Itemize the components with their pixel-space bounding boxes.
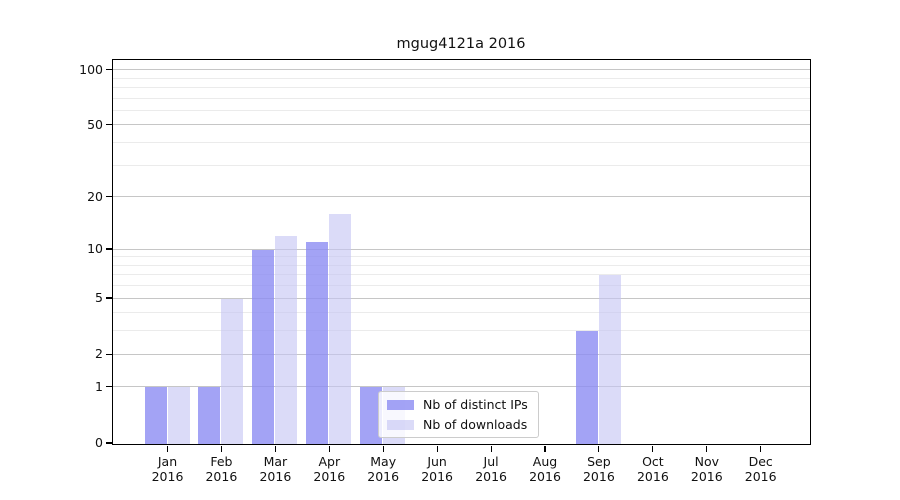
x-axis-tick-label: Oct 2016 (636, 454, 669, 484)
x-axis-tick-mark (436, 445, 438, 452)
y-axis-tick-mark (105, 386, 112, 388)
x-axis-tick-label: May 2016 (367, 454, 400, 484)
x-axis-tick-label: Aug 2016 (529, 454, 561, 484)
gridline-major (112, 386, 810, 388)
y-axis-tick-mark (105, 69, 112, 71)
y-axis-tick-mark (105, 297, 112, 299)
gridline-minor (112, 264, 810, 266)
x-axis-tick-label: Feb 2016 (205, 454, 238, 484)
y-axis-tick-mark (105, 442, 112, 444)
bar-distinct-ips (360, 387, 383, 444)
x-axis-tick-label: Sep 2016 (582, 454, 615, 484)
y-axis-tick-mark (105, 248, 112, 250)
bar-distinct-ips (575, 331, 598, 444)
legend-item: Nb of distinct IPs (387, 397, 528, 412)
legend-swatch-distinct-ips (387, 399, 414, 410)
x-axis-tick-mark (760, 445, 762, 452)
y-axis-tick-label: 50 (87, 116, 103, 132)
gridline-minor (112, 256, 810, 258)
x-axis-tick-mark (706, 445, 708, 452)
bar-distinct-ips (198, 387, 221, 444)
x-axis-tick-mark (382, 445, 384, 452)
gridline-major (112, 297, 810, 299)
gridline-major (112, 248, 810, 250)
bar-distinct-ips (144, 387, 167, 444)
gridline-major (112, 124, 810, 126)
gridline-major (112, 69, 810, 71)
bar-distinct-ips (306, 242, 329, 444)
y-axis-tick-label: 2 (95, 346, 103, 362)
y-axis-tick-label: 1 (95, 378, 103, 394)
x-axis-tick-label: Jun 2016 (421, 454, 453, 484)
y-axis-tick-mark (105, 353, 112, 355)
y-axis-tick-label: 100 (79, 61, 103, 77)
x-axis-tick-label: Jan 2016 (151, 454, 184, 484)
y-axis-tick-label: 5 (95, 290, 103, 305)
x-axis-tick-mark (274, 445, 276, 452)
x-axis-tick-label: Jul 2016 (475, 454, 507, 484)
gridline-minor (112, 97, 810, 99)
y-axis-tick-label: 20 (87, 188, 103, 204)
gridline-minor (112, 285, 810, 287)
gridline-major (112, 196, 810, 198)
gridline-minor (112, 109, 810, 111)
x-axis-tick-mark (544, 445, 546, 452)
gridline-minor (112, 142, 810, 143)
y-axis-tick-label: 10 (87, 241, 103, 256)
y-axis-tick-mark (105, 124, 112, 126)
legend-label: Nb of distinct IPs (423, 397, 528, 412)
gridline-minor (112, 86, 810, 88)
gridline-minor (112, 274, 810, 276)
gridline-minor (112, 330, 810, 332)
x-axis-tick-mark (652, 445, 654, 452)
x-axis-tick-label: Nov 2016 (690, 454, 723, 484)
bar-downloads (598, 275, 621, 444)
gridline-minor (112, 164, 810, 166)
x-axis-tick-label: Apr 2016 (313, 454, 346, 484)
gridline-major (112, 353, 810, 355)
bar-downloads (167, 387, 190, 444)
y-axis-tick-label: 0 (95, 435, 103, 450)
x-axis-tick-mark (490, 445, 492, 452)
bar-downloads (221, 298, 244, 444)
y-axis-tick-mark (105, 196, 112, 198)
x-axis-tick-label: Mar 2016 (259, 454, 292, 484)
x-axis-tick-mark (220, 445, 222, 452)
x-axis-tick-mark (328, 445, 330, 452)
x-axis-tick-label: Dec 2016 (744, 454, 777, 484)
legend: Nb of distinct IPs Nb of downloads (378, 391, 539, 438)
x-axis-tick-mark (166, 445, 169, 452)
legend-swatch-downloads (387, 419, 414, 430)
x-axis-tick-mark (598, 445, 600, 452)
gridline-minor (112, 77, 810, 79)
bar-distinct-ips (252, 249, 275, 444)
plot-area (111, 58, 811, 445)
gridline-minor (112, 312, 810, 314)
bar-downloads (329, 214, 352, 444)
bar-downloads (275, 236, 298, 444)
chart-title: mgug4121a 2016 (396, 36, 526, 52)
legend-item: Nb of downloads (387, 417, 528, 432)
legend-label: Nb of downloads (423, 417, 528, 432)
